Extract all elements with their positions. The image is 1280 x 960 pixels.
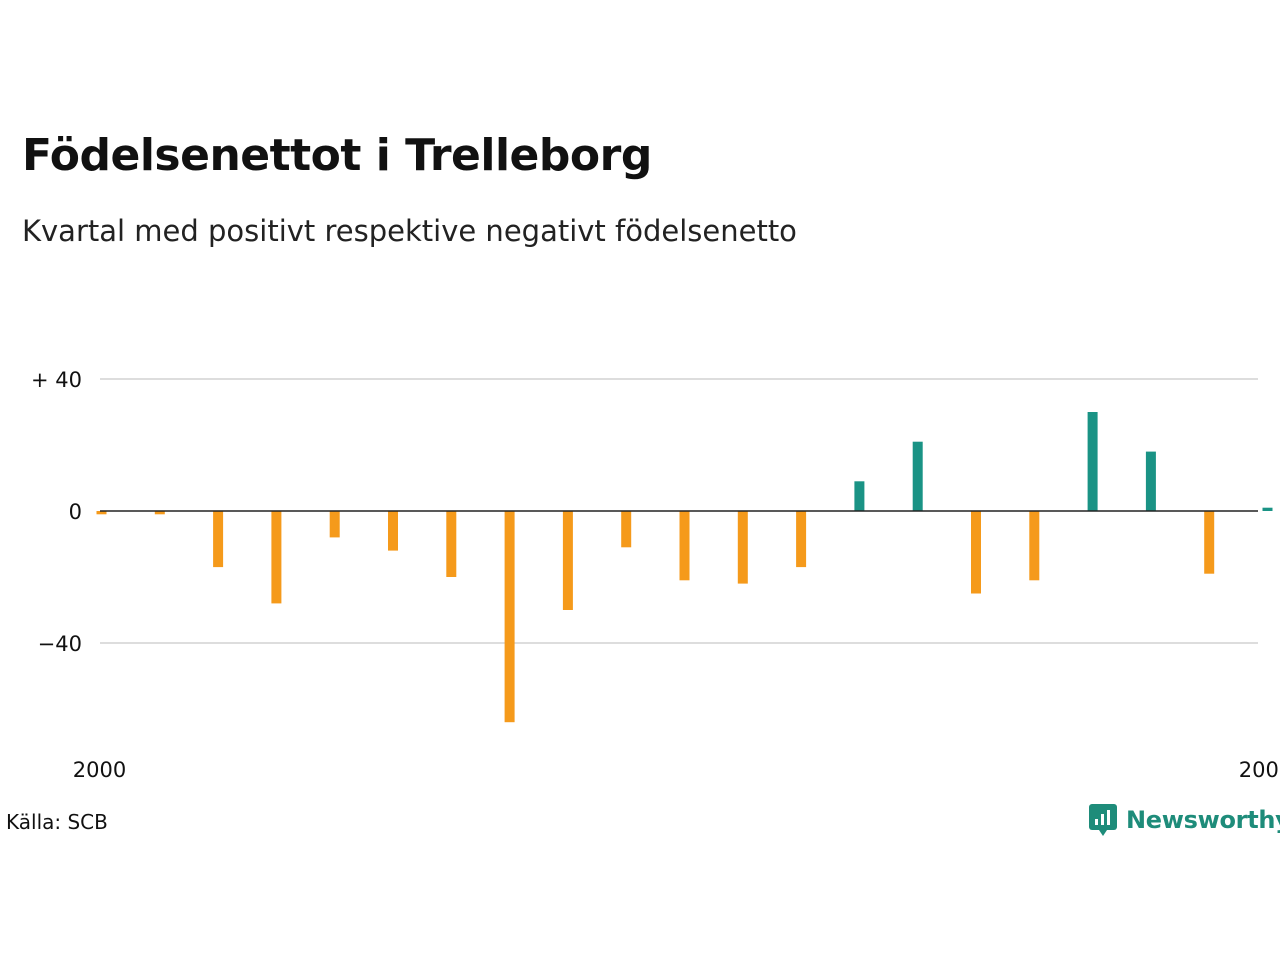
bar-negative xyxy=(96,511,107,515)
bar-negative xyxy=(621,511,632,548)
bar-negative xyxy=(971,511,981,594)
bar-negative xyxy=(271,511,282,604)
y-tick-label: + 40 xyxy=(31,368,82,392)
brand-name: Newsworthy xyxy=(1126,806,1280,834)
bar-negative xyxy=(1204,511,1215,574)
bar-negative xyxy=(796,511,807,568)
bar-positive xyxy=(912,441,923,511)
bar-negative xyxy=(737,511,748,584)
bar-positive xyxy=(1087,412,1098,511)
y-tick-label: 0 xyxy=(69,500,82,524)
newsworthy-logo-icon xyxy=(1089,804,1117,836)
chart-title: Födelsenettot i Trelleborg xyxy=(22,130,652,181)
bar-negative xyxy=(562,511,573,610)
bar-negative xyxy=(446,511,457,577)
bar-negative xyxy=(1029,511,1040,581)
bar-negative xyxy=(679,511,690,581)
source-label: Källa: SCB xyxy=(6,810,108,834)
x-tick-label: 2000 xyxy=(73,758,126,782)
bar-positive xyxy=(1262,507,1273,511)
bar-negative xyxy=(154,511,165,515)
y-tick-label: −40 xyxy=(38,632,82,656)
bar-negative xyxy=(213,511,224,568)
bar-negative xyxy=(329,511,340,538)
brand-logo: Newsworthy xyxy=(1088,803,1280,837)
bar-positive xyxy=(854,481,865,511)
x-tick-label: 2005 xyxy=(1239,758,1280,782)
bar-positive xyxy=(1145,451,1156,511)
chart-subtitle: Kvartal med positivt respektive negativt… xyxy=(22,214,797,248)
bar-negative xyxy=(504,511,515,723)
bar-negative xyxy=(388,511,398,551)
